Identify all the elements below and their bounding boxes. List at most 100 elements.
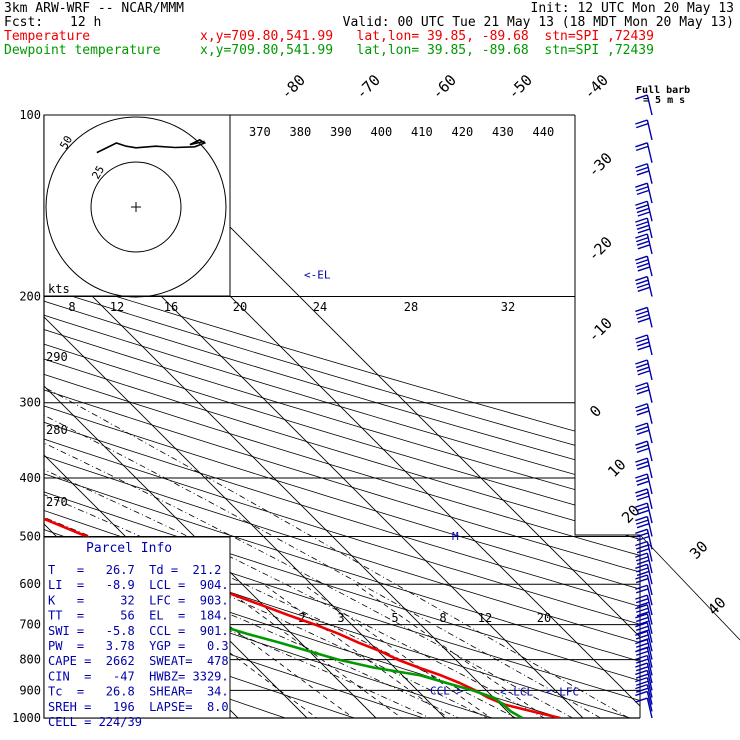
wind-barb: [635, 552, 653, 574]
wind-barb: [635, 255, 653, 277]
dry-adiabat: [44, 115, 640, 718]
parcel-info-row: Tc = 26.8 SHEAR= 34.: [48, 685, 229, 699]
parcel-info-row: PW = 3.78 YGP = 0.3: [48, 639, 229, 653]
isotherm-label: 30: [686, 537, 712, 563]
dry-adiabat: [44, 115, 640, 718]
mixing-ratio-label: 2: [298, 611, 305, 625]
parcel-info-row: CELL = 224/39: [48, 715, 142, 729]
dry-adiabat: [44, 115, 640, 718]
parcel-info-row: K = 32 LFC = 903.: [48, 593, 229, 607]
hodograph-ring-label: 50: [57, 134, 75, 152]
dry-adiabat: [44, 115, 640, 718]
dry-adiabat: [44, 115, 640, 718]
parcel-info-row: SREH = 196 LAPSE= 8.0: [48, 700, 229, 714]
hodograph-ring-label: 25: [89, 164, 107, 182]
dewpoint-legend: Dewpoint temperature: [4, 43, 161, 58]
theta-label: 410: [411, 125, 433, 139]
isotherm-label: -70: [352, 71, 384, 103]
speed-scale-tick: 24: [313, 300, 327, 314]
wind-barb: [635, 528, 653, 550]
parcel-info-row: T = 26.7 Td = 21.2: [48, 563, 221, 577]
isotherm-label: -10: [584, 314, 616, 346]
moist-adiabat: [44, 296, 640, 718]
isotherm-label: 0: [586, 402, 605, 421]
wind-barb: [635, 457, 653, 479]
wind-barb: [635, 563, 653, 585]
isotherm-label: -40: [580, 71, 612, 103]
dry-adiabat: [44, 115, 640, 718]
isotherm-extension: [639, 534, 740, 641]
isotherm-label: -30: [584, 149, 616, 181]
parcel-info-frame: [43, 536, 231, 719]
wind-barb: [635, 630, 653, 652]
wind-barb: [635, 662, 653, 684]
isotherm: [44, 115, 515, 718]
wind-barb: [635, 334, 653, 356]
wind-barb: [635, 382, 653, 403]
init-time: Init: 12 UTC Mon 20 May 13: [530, 1, 735, 16]
theta-label: 420: [452, 125, 474, 139]
wind-barb: [635, 697, 653, 719]
wind-barb: [635, 200, 653, 222]
wind-barb: [635, 502, 653, 524]
plot-frame-right: [574, 115, 641, 718]
theta-label: 430: [492, 125, 514, 139]
wind-barb: [635, 233, 653, 255]
dewpoint-profile: [44, 562, 523, 718]
dry-adiabat: [44, 115, 640, 718]
wind-barb: [635, 584, 653, 606]
parcel-info-row: CIN = -47 HWBZ= 3329.: [48, 669, 229, 683]
wind-barb: [635, 275, 653, 297]
parcel-info-row: LI = -8.9 LCL = 904.: [48, 578, 229, 592]
wind-barb: [635, 603, 653, 625]
wind-barb: [635, 403, 653, 424]
wind-barbs: [635, 94, 653, 719]
pressure-tick-label: 900: [19, 683, 41, 697]
wind-barb: [635, 182, 653, 204]
wind-barb: [635, 574, 653, 596]
isotherm-label: -80: [277, 71, 309, 103]
isotherm-label: 10: [604, 455, 630, 481]
parcel-info-title: Parcel Info: [86, 541, 172, 556]
wind-barb-title: Full barb: [636, 85, 690, 96]
dry-adiabat: [44, 115, 640, 718]
mixing-ratio-label: 8: [439, 611, 446, 625]
parcel-info-row: SWI = -5.8 CCL = 901.: [48, 624, 229, 638]
parcel-info-box: [43, 536, 231, 719]
level-marker: <-LFC: [546, 685, 579, 698]
valid-time: Valid: 00 UTC Tue 21 May 13 (18 MDT Mon …: [342, 15, 734, 30]
pressure-tick-label: 300: [19, 396, 41, 410]
dry-adiabat: [44, 115, 640, 718]
speed-scale-tick: 28: [404, 300, 418, 314]
wind-barb-scale: = 5 m s: [643, 95, 685, 106]
wind-barb: [635, 622, 653, 643]
forecast-label: Fcst:: [4, 15, 44, 30]
mixing-ratio-label: 5: [391, 611, 398, 625]
pressure-tick-label: 200: [19, 290, 41, 304]
dry-adiabat: [44, 115, 640, 718]
mixing-ratio-label: 20: [537, 611, 551, 625]
wind-barb: [635, 594, 653, 616]
mixing-ratio-label: 12: [478, 611, 492, 625]
pressure-tick-label: 700: [19, 618, 41, 632]
dry-adiabat: [44, 115, 394, 718]
forecast-hour: 12 h: [70, 15, 102, 30]
pressure-tick-label: 1000: [12, 711, 41, 725]
isotherm-label: -60: [428, 71, 460, 103]
speed-scale-tick: 20: [233, 300, 247, 314]
wind-barb: [635, 690, 653, 712]
wind-barb: [635, 488, 653, 510]
wind-barb: [635, 654, 653, 676]
hodograph-trace: [96, 138, 207, 154]
theta-label: 370: [249, 125, 271, 139]
wind-barb: [635, 440, 653, 462]
isotherm-label: -20: [584, 233, 616, 265]
wind-barb: [635, 613, 653, 634]
wind-barb: [635, 515, 653, 537]
dry-adiabat: [44, 115, 640, 718]
level-marker: CCL->: [430, 685, 463, 698]
wind-barb: [635, 119, 653, 141]
pressure-tick-label: 100: [19, 108, 41, 122]
theta-e-label: 270: [46, 495, 68, 509]
mixing-ratio-label: 3: [337, 611, 344, 625]
